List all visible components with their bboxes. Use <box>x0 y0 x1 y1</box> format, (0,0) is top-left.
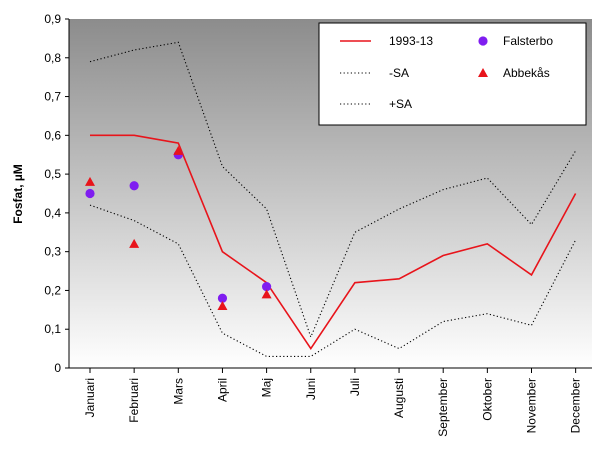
legend-label: 1993-13 <box>389 34 433 48</box>
y-tick-label: 0,6 <box>44 128 61 142</box>
y-tick-label: 0,7 <box>44 90 61 104</box>
point-falsterbo <box>129 181 139 191</box>
point-abbek-s <box>129 238 140 248</box>
x-tick-label: Januari <box>83 378 97 417</box>
y-tick-label: 0,8 <box>44 51 61 65</box>
x-tick-label: April <box>215 378 229 402</box>
point-abbek-s <box>85 176 95 186</box>
y-tick-label: 0,1 <box>44 322 61 336</box>
x-tick-label: Juni <box>304 378 318 400</box>
x-tick-label: December <box>569 378 583 433</box>
legend-box <box>318 22 587 126</box>
y-tick-label: 0 <box>54 361 61 375</box>
y-tick-label: 0,5 <box>44 167 61 181</box>
point-abbek-s <box>261 289 272 299</box>
x-tick-label: November <box>525 378 539 433</box>
series-line-1993-13 <box>90 134 577 351</box>
point-falsterbo <box>85 188 95 199</box>
y-axis-title: Fosfat, µM <box>11 164 25 224</box>
x-tick-label: Maj <box>260 378 274 397</box>
legend-label: Falsterbo <box>503 34 553 48</box>
legend-label: -SA <box>389 66 409 80</box>
point-abbek-s <box>217 300 228 310</box>
y-tick-label: 0,2 <box>44 283 61 297</box>
x-tick-label: Juli <box>348 378 362 396</box>
point-falsterbo <box>262 281 272 292</box>
y-tick-label: 0,4 <box>44 206 61 220</box>
x-tick-label: Mars <box>171 378 185 405</box>
x-tick-label: Februari <box>127 378 141 423</box>
series-line-sa <box>89 41 577 339</box>
y-tick-label: 0,9 <box>44 12 61 26</box>
legend-label: Abbekås <box>503 66 550 80</box>
legend-label: +SA <box>389 97 412 111</box>
point-abbek-s <box>173 145 184 155</box>
y-tick-label: 0,3 <box>44 245 61 259</box>
legend-swatch-falsterbo <box>478 36 488 46</box>
x-tick-label: Oktober <box>480 378 494 421</box>
x-tick-label: Augusti <box>392 378 406 418</box>
legend-swatch-abbekas <box>478 68 488 77</box>
point-falsterbo <box>217 293 228 303</box>
x-tick-label: September <box>436 378 450 437</box>
